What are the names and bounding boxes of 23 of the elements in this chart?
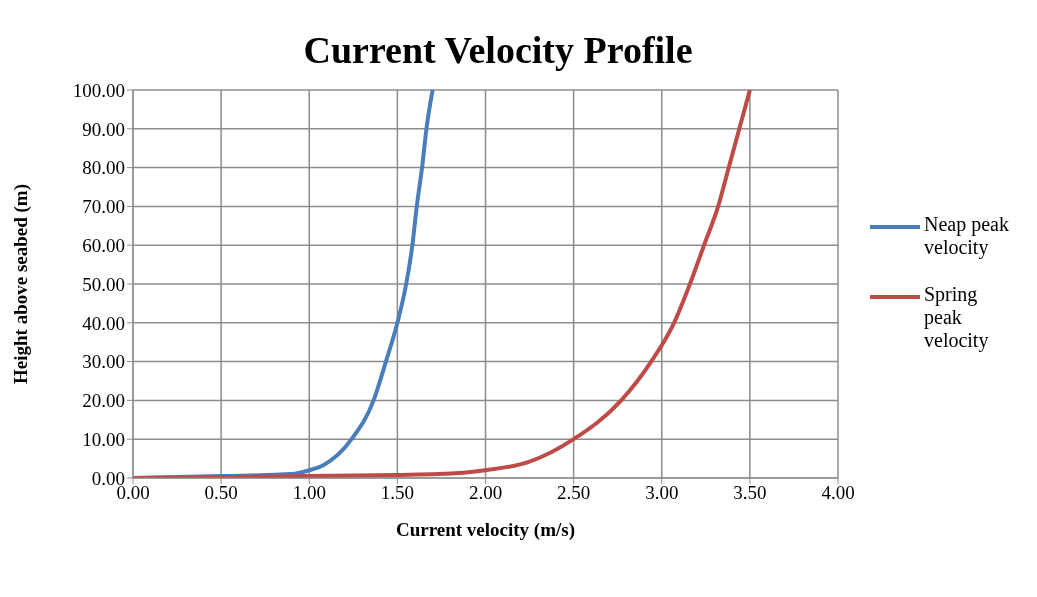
x-tick-label: 1.50 bbox=[380, 482, 414, 504]
legend-label: Spring peak velocity bbox=[924, 283, 990, 352]
y-tick-label: 50.00 bbox=[82, 273, 125, 295]
legend-label: Neap peak velocity bbox=[924, 213, 1010, 259]
x-tick-label: 2.00 bbox=[468, 482, 503, 504]
x-axis-title: Current velocity (m/s) bbox=[395, 519, 576, 541]
y-tick-label: 20.00 bbox=[82, 390, 125, 412]
y-tick-label: 60.00 bbox=[82, 234, 125, 256]
y-tick-label: 80.00 bbox=[82, 157, 125, 179]
y-tick-label: 100.00 bbox=[72, 79, 125, 101]
x-tick-label: 3.50 bbox=[733, 482, 767, 504]
x-tick-label: 4.00 bbox=[821, 482, 855, 504]
y-tick-label: 30.00 bbox=[82, 351, 125, 373]
y-tick-label: 90.00 bbox=[82, 118, 125, 140]
x-tick-label: 1.00 bbox=[292, 482, 326, 504]
x-tick-label: 2.50 bbox=[557, 482, 591, 504]
y-tick-label: 70.00 bbox=[82, 196, 125, 218]
x-tick-label: 0.50 bbox=[204, 482, 238, 504]
y-tick-label: 10.00 bbox=[82, 428, 125, 450]
y-tick-label: 40.00 bbox=[82, 312, 125, 334]
x-tick-label: 3.00 bbox=[645, 482, 679, 504]
chart-title: Current Velocity Profile bbox=[302, 28, 694, 72]
y-axis-title: Height above seabed (m) bbox=[9, 183, 32, 385]
